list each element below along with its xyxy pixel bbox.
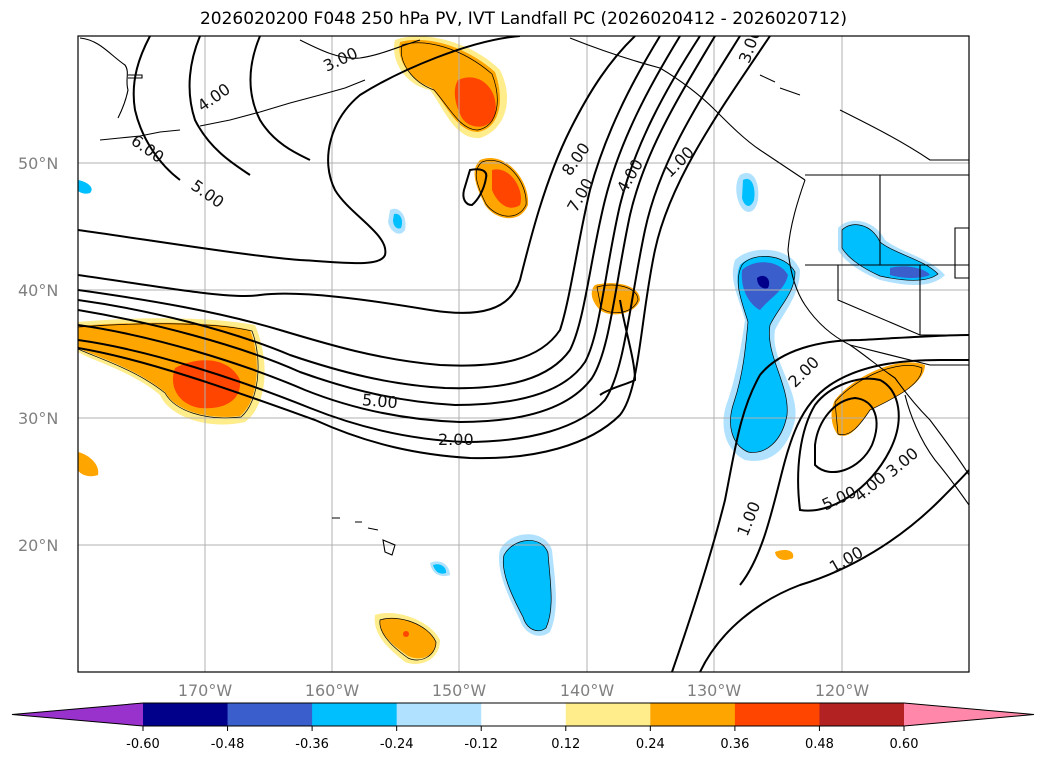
colorbar-segment	[396, 703, 482, 726]
contour-label: 1.00	[659, 143, 698, 182]
colorbar-tick-label: 0.12	[551, 737, 580, 752]
colorbar-tick-label: -0.36	[295, 737, 329, 752]
lon-label: 140°W	[560, 681, 615, 700]
lon-label: 120°W	[815, 681, 870, 700]
contour-label: 5.00	[361, 390, 398, 412]
coastlines	[79, 37, 969, 556]
colorbar-segment	[650, 703, 736, 726]
colorbar-tick-label: -0.48	[211, 737, 245, 752]
pv-contours	[78, 36, 969, 672]
shading-outlines	[78, 42, 939, 661]
lon-labels: 170°W 160°W 150°W 140°W 130°W 120°W	[178, 681, 870, 700]
map-frame	[77, 35, 970, 673]
contour-label: 3.00	[320, 43, 360, 75]
lat-label: 50°N	[18, 154, 58, 173]
contour-label: 2.00	[784, 353, 823, 392]
graticule	[78, 36, 969, 672]
lon-label: 130°W	[687, 681, 742, 700]
contour-label: 1.00	[826, 542, 866, 576]
contour-label: 1.00	[733, 499, 764, 539]
contour-label: 2.00	[438, 430, 474, 449]
colorbar: -0.60 -0.48 -0.36 -0.24 -0.12 0.12 0.24 0.36 0.4…	[11, 702, 1035, 752]
contour-label: 3.00	[883, 444, 923, 481]
contour-label: 5.00	[819, 482, 859, 514]
colorbar-segment	[819, 703, 905, 726]
colorbar-extend-low	[12, 703, 143, 726]
lon-label: 150°W	[432, 681, 487, 700]
colorbar-segment	[481, 703, 567, 726]
colorbar-tick-label: 0.24	[636, 737, 665, 752]
colorbar-tick-label: -0.60	[126, 737, 160, 752]
lat-label: 40°N	[18, 281, 58, 300]
lat-labels: 50°N 40°N 30°N 20°N	[18, 154, 58, 555]
colorbar-segment	[143, 703, 229, 726]
colorbar-segment	[312, 703, 398, 726]
colorbar-segment	[565, 703, 651, 726]
colorbar-extend-high	[904, 703, 1034, 726]
lon-label: 170°W	[178, 681, 233, 700]
lat-label: 20°N	[18, 536, 58, 555]
colorbar-tick-label: 0.60	[890, 737, 919, 752]
colorbar-segment	[734, 703, 820, 726]
colorbar-tick-label: 0.48	[805, 737, 834, 752]
contour-label: 3.00	[735, 26, 765, 66]
map-area: 4.00 3.00 6.00 5.00 8.00 7.00 4.00 1.00 …	[78, 26, 969, 672]
colorbar-tick-label: 0.36	[720, 737, 749, 752]
contour-label: 4.00	[194, 79, 234, 115]
colorbar-tick-label: -0.24	[380, 737, 414, 752]
lon-label: 160°W	[305, 681, 360, 700]
colorbar-tick-label: -0.12	[464, 737, 498, 752]
colorbar-segment	[227, 703, 313, 726]
lat-label: 30°N	[18, 409, 58, 428]
pv-shading	[78, 36, 945, 664]
map-title: 2026020200 F048 250 hPa PV, IVT Landfall…	[199, 9, 847, 29]
contour-label: 5.00	[188, 176, 228, 212]
